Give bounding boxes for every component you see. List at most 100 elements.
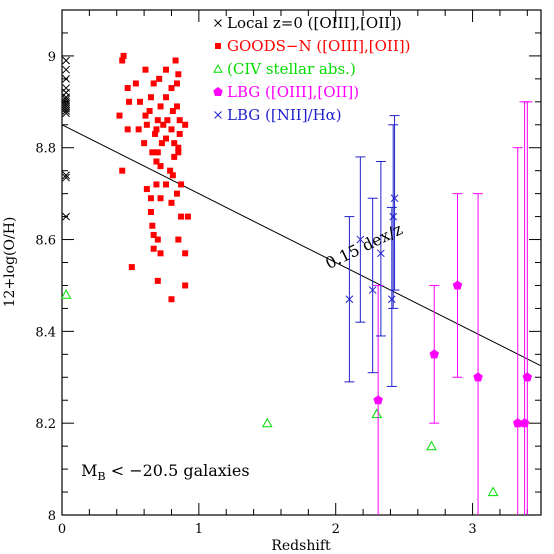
goods-point [143,121,150,128]
square-marker [137,98,144,105]
goods-point [160,121,167,128]
goods-point [147,209,154,215]
goods-point [173,103,180,110]
goods-point [182,282,189,289]
square-marker [143,121,150,128]
sample-annotation-subscript: B [98,470,106,483]
square-marker [120,52,127,59]
goods-point [146,108,153,114]
local-point [62,75,70,83]
goods-point [157,163,164,170]
square-marker [168,199,175,206]
triangle-marker [60,289,72,299]
goods-point [169,108,176,114]
square-marker [178,213,185,220]
series-local [62,56,70,221]
square-marker [175,144,182,151]
square-marker [154,236,161,243]
civ-point [371,408,383,419]
civ-point [261,417,273,428]
local-point [62,65,70,74]
goods-point [157,103,164,110]
legend-label-goods: GOODS−N ([OIII],[OII]) [227,37,410,55]
pentagon-marker [373,395,383,405]
legend: Local z=0 ([OIII],[OII]) GOODS−N ([OIII],… [213,14,410,124]
square-marker [157,250,164,257]
lbg_o3-point [373,284,384,515]
goods-point [157,195,164,202]
local-point [62,171,70,180]
local-point [62,107,70,115]
x-marker-stroke [214,111,222,119]
x-marker-stroke [214,19,222,27]
x-tick-label: 1 [195,522,203,537]
square-marker [168,126,175,133]
sample-annotation-m: M [81,461,97,480]
goods-point [163,181,170,188]
goods-point [141,140,148,147]
series-lbg_o3 [373,101,533,515]
sample-annotation-rest: < −20.5 galaxies [106,461,250,480]
goods-point [154,236,161,243]
square-marker [175,236,182,243]
goods-point [168,296,175,303]
x-marker-stroke [62,65,70,74]
square-marker [150,231,157,238]
goods-point [143,186,150,193]
square-marker [126,98,133,105]
x-marker-stroke [377,249,385,258]
goods-point [149,149,156,156]
x-ticks: 0 1 2 3 [58,10,528,537]
goods-point [154,149,161,156]
goods-point [135,126,142,133]
x-marker-stroke [368,286,377,294]
goods-point [150,231,157,238]
square-marker [173,80,180,87]
square-marker [154,117,161,124]
square-marker [143,186,150,193]
legend-label-lbg_o3: LBG ([OIII],[OII]) [227,83,359,101]
goods-point [169,172,176,179]
square-marker [119,57,126,64]
square-marker [163,94,170,101]
pentagon-marker [213,87,223,97]
sample-annotation: MB < −20.5 galaxies [81,461,249,483]
square-marker [173,190,180,197]
goods-point [175,236,182,243]
goods-point [176,130,183,137]
pentagon-marker [429,349,440,359]
square-marker [182,121,189,128]
square-marker [157,163,164,170]
lbg_n2-point [386,206,397,387]
square-marker [146,108,153,114]
square-marker [173,103,180,110]
goods-point [178,181,185,188]
local-point [62,56,70,65]
goods-point [182,121,189,128]
local-point [62,109,70,118]
square-marker [175,149,182,156]
local-point [62,173,70,182]
goods-point [142,66,149,73]
goods-point [119,57,126,64]
goods-point [173,190,180,197]
x-marker-stroke [62,212,70,221]
pentagon-marker [519,418,530,428]
square-marker [163,181,170,188]
goods-point [163,94,170,101]
square-marker [124,85,131,92]
goods-point [153,158,160,165]
triangle-marker [487,486,499,497]
goods-point [168,199,175,206]
square-marker [119,167,126,174]
goods-point [175,71,182,78]
square-marker [184,213,191,220]
goods-point [153,181,160,188]
square-marker [147,195,154,202]
goods-point [175,144,182,151]
square-marker [215,43,221,49]
square-marker [153,181,160,188]
lbg_n2-point [355,156,366,323]
x-tick-label: 3 [468,522,476,537]
